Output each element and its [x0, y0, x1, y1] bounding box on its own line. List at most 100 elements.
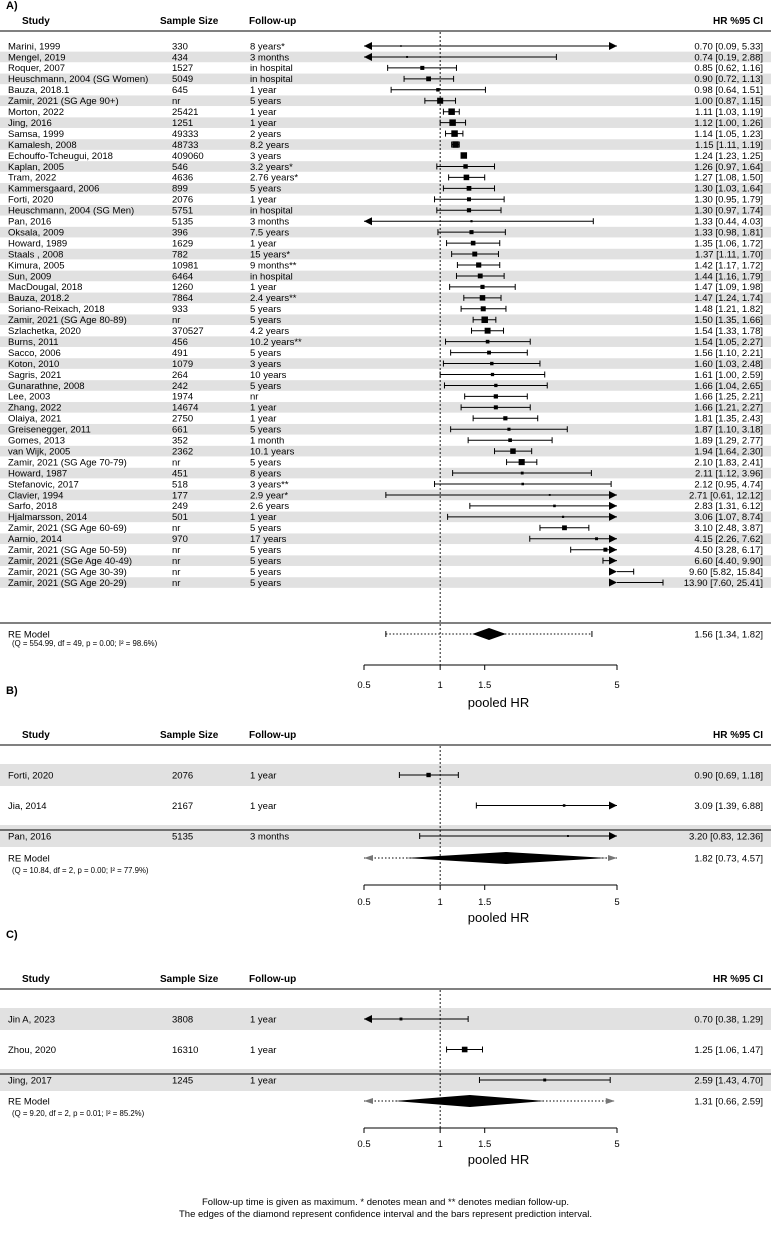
- sample-size: 1079: [172, 359, 193, 370]
- follow-up: in hospital: [250, 63, 293, 74]
- study-point-estimate: [493, 405, 498, 410]
- re-model-hr-ci-label: 1.82 [0.73, 4.57]: [694, 853, 763, 864]
- study-name: Kamalesh, 2008: [8, 140, 77, 151]
- study-name: Sagris, 2021: [8, 370, 61, 381]
- sample-size: 330: [172, 41, 188, 52]
- hr-ci-label: 2.59 [1.43, 4.70]: [694, 1075, 763, 1086]
- follow-up: 1 year: [250, 118, 276, 129]
- study-point-estimate: [448, 108, 455, 115]
- study-point-estimate: [470, 220, 473, 223]
- hr-ci-label: 1.47 [1.24, 1.74]: [694, 293, 763, 304]
- sample-size: 1629: [172, 238, 193, 249]
- hr-ci-label: 1.30 [0.97, 1.74]: [694, 206, 763, 217]
- study-name: Burns, 2011: [8, 337, 59, 348]
- study-point-estimate: [507, 427, 511, 431]
- follow-up: 5 years: [250, 315, 281, 326]
- ci-arrow-left: [364, 217, 372, 226]
- follow-up: 10.2 years**: [250, 337, 302, 348]
- sample-size: 970: [172, 534, 188, 545]
- study-point-estimate: [553, 504, 556, 508]
- pooled-estimate-diamond: [405, 852, 608, 864]
- prediction-interval-arrow-right: [605, 1098, 615, 1104]
- study-point-estimate: [461, 1046, 468, 1053]
- study-point-estimate: [480, 306, 486, 312]
- re-model-stats: (Q = 554.99, df = 49, p = 0.00; I² = 98.…: [12, 639, 158, 648]
- study-point-estimate: [426, 772, 431, 778]
- row-band: [0, 226, 771, 238]
- study-name: Gunarathne, 2008: [8, 381, 85, 392]
- follow-up: 10 years: [250, 370, 287, 381]
- hr-ci-label: 1.30 [1.03, 1.64]: [694, 184, 763, 195]
- study-point-estimate: [400, 45, 402, 47]
- hr-ci-label: 1.25 [1.06, 1.47]: [694, 1045, 763, 1056]
- study-name: Oksala, 2009: [8, 227, 64, 238]
- study-point-estimate: [479, 295, 486, 301]
- hr-ci-label: 1.54 [1.33, 1.78]: [694, 326, 763, 337]
- column-header-study: Study: [22, 730, 50, 741]
- sample-size: 5135: [172, 217, 193, 228]
- sample-size: nr: [172, 567, 180, 578]
- sample-size: 1251: [172, 118, 193, 129]
- hr-ci-label: 0.70 [0.38, 1.29]: [694, 1014, 763, 1025]
- follow-up: 8 years*: [250, 41, 285, 52]
- study-name: Roquer, 2007: [8, 63, 65, 74]
- sample-size: 1527: [172, 63, 193, 74]
- hr-ci-label: 1.12 [1.00, 1.26]: [694, 118, 763, 129]
- hr-ci-label: 1.33 [0.98, 1.81]: [694, 227, 763, 238]
- follow-up: 3 months: [250, 52, 289, 63]
- study-point-estimate: [481, 316, 488, 323]
- re-model-label: RE Model: [8, 629, 50, 640]
- follow-up: 2 years: [250, 129, 281, 140]
- study-point-estimate: [466, 186, 472, 191]
- study-point-estimate: [487, 350, 491, 355]
- study-point-estimate: [466, 208, 472, 213]
- row-band: [0, 73, 771, 85]
- sample-size: 2750: [172, 414, 193, 425]
- study-name: Staals , 2008: [8, 249, 63, 260]
- study-name: Pan, 2016: [8, 217, 51, 228]
- study-point-estimate: [485, 339, 490, 344]
- study-point-estimate: [561, 515, 565, 518]
- ci-arrow-right: [609, 578, 617, 587]
- hr-ci-label: 1.37 [1.11, 1.70]: [695, 249, 763, 260]
- sample-size: 518: [172, 479, 188, 490]
- ci-arrow-left: [364, 52, 372, 61]
- hr-ci-label: 0.85 [0.62, 1.16]: [694, 63, 763, 74]
- hr-ci-label: 6.60 [4.40, 9.90]: [694, 556, 763, 567]
- study-point-estimate: [493, 394, 498, 399]
- study-name: Tram, 2022: [8, 173, 56, 184]
- study-point-estimate: [508, 438, 512, 443]
- panel-label: C): [6, 929, 18, 941]
- hr-ci-label: 1.47 [1.09, 1.98]: [694, 282, 763, 293]
- hr-ci-label: 1.66 [1.04, 2.65]: [694, 381, 763, 392]
- row-band: [0, 1069, 771, 1091]
- x-axis-tick-label: 1.5: [478, 1139, 491, 1150]
- study-point-estimate: [510, 448, 516, 454]
- study-name: Clavier, 1994: [8, 490, 63, 501]
- sample-size: 4636: [172, 173, 193, 184]
- forest-panel-1: A) Study Sample Size Follow-up HR %95 CI Mari…: [0, 0, 771, 710]
- sample-size: 7864: [172, 293, 193, 304]
- hr-ci-label: 1.14 [1.05, 1.23]: [694, 129, 763, 140]
- study-name: Zamir, 2021 (SG Age 90+): [8, 96, 119, 107]
- hr-ci-label: 0.98 [0.64, 1.51]: [694, 85, 763, 96]
- ci-arrow-right: [609, 545, 617, 554]
- hr-ci-label: 1.15 [1.11, 1.19]: [695, 140, 763, 151]
- sample-size: 661: [172, 425, 188, 436]
- study-name: Kaplan, 2005: [8, 162, 64, 173]
- ci-arrow-right: [609, 534, 617, 543]
- row-band: [0, 402, 771, 413]
- study-name: Howard, 1989: [8, 238, 67, 249]
- ci-arrow-right: [609, 832, 617, 840]
- column-header-sample-size: Sample Size: [160, 730, 219, 741]
- row-band: [0, 292, 771, 304]
- row-band: [0, 533, 771, 545]
- row-band: [0, 161, 771, 172]
- study-name: Olaiya, 2021: [8, 414, 61, 425]
- sample-size: 5751: [172, 206, 193, 217]
- sample-size: nr: [172, 578, 180, 589]
- sample-size: 2076: [172, 770, 193, 781]
- follow-up: 17 years: [250, 534, 287, 545]
- ci-arrow-right: [609, 567, 617, 576]
- column-header-study: Study: [22, 974, 50, 985]
